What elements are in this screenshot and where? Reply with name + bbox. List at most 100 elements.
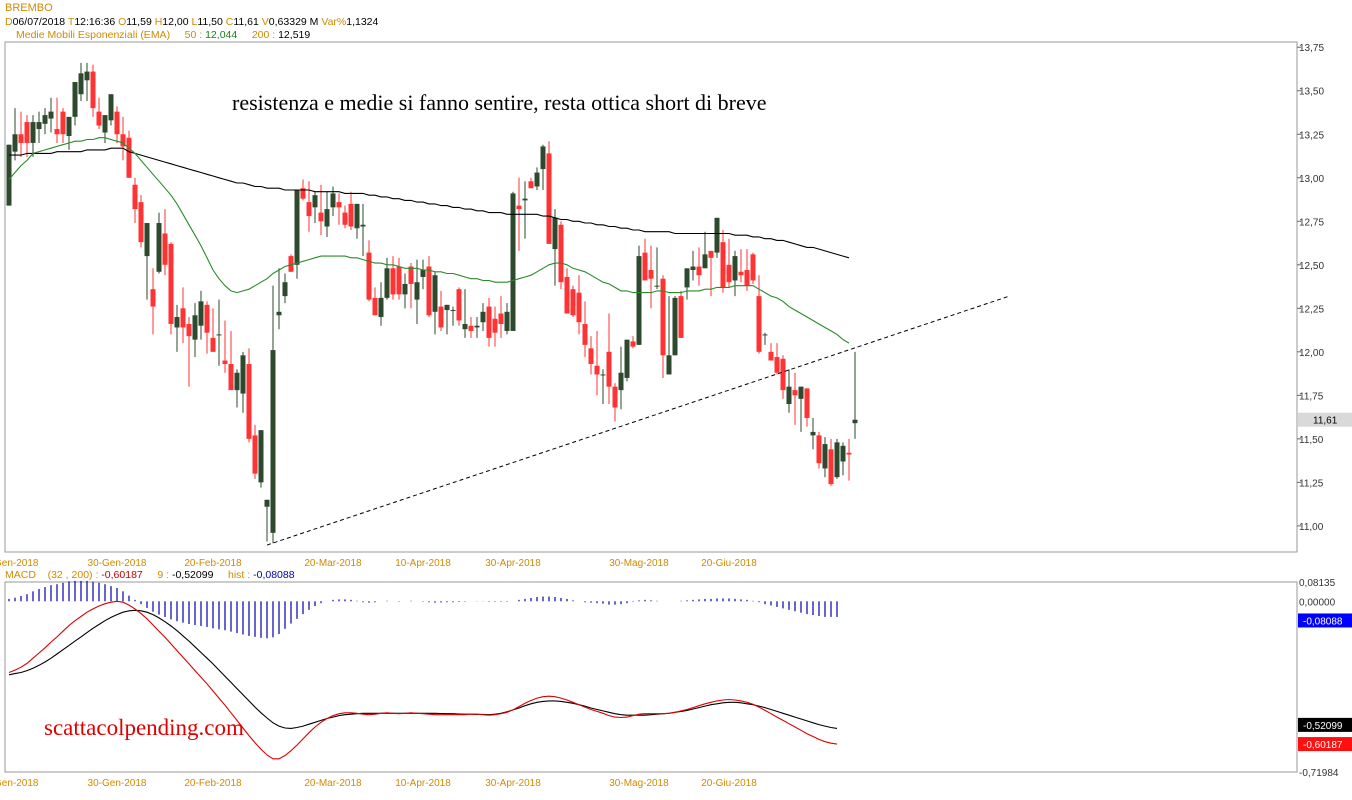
candle-body [324,209,330,227]
candle-body [180,308,186,328]
candle-body [174,317,180,328]
candle-body [30,122,36,143]
candle-body [594,365,600,375]
candle-body [378,297,384,318]
ohlc-header: D06/07/2018 T12:16:36 O11,59 H12,00 L11,… [5,16,378,28]
macd-line [8,600,838,760]
candle-body [504,311,510,331]
candle-body [246,364,252,439]
candle-body [186,323,192,337]
candle-body [648,270,654,279]
candle-body [36,122,42,130]
macd-y-tick-label: 0,00000 [1299,597,1336,608]
macd-value: -0,60187 [101,569,143,581]
candle-body [522,198,528,201]
candle-body [18,134,24,143]
candle-body [738,271,744,276]
candle-body [138,202,144,243]
candle-body [282,282,288,297]
candle-body [6,144,12,206]
candle-body [678,296,684,338]
candle-body [222,360,228,365]
candle-body [204,304,210,333]
candle-body [852,419,858,424]
var-value: 1,1324 [346,16,379,28]
date-value: 06/07/2018 [12,16,66,28]
macd-header: MACD (32 , 200) : -0,60187 9 : -0,52099 … [5,569,295,581]
price-x-tick-label: 30-Gen-2018 [88,558,147,569]
candle-body [546,153,552,244]
candle-body [624,339,630,378]
candle-body [618,372,624,391]
candle-body [834,442,840,478]
candle-body [240,355,246,394]
ema200-line [9,147,850,259]
signal-key: 9 : [157,569,170,581]
candle-body [534,172,540,187]
price-x-tick-label: 30-Apr-2018 [485,558,541,569]
candle-body [564,276,570,314]
candle-body [234,372,240,391]
brand-watermark: scattacolpending.com [44,715,244,740]
candle-body [816,435,822,464]
candle-body [366,252,372,300]
candle-body [348,203,354,227]
candle-body [210,337,216,352]
price-x-tick-label: 30-Mag-2018 [609,558,669,569]
var-key: Var% [321,16,347,28]
candle-body [450,310,456,312]
macd-x-tick-label: 30-Mag-2018 [609,778,669,789]
candle-body [384,268,390,298]
candle-body [396,266,402,295]
candle-body [720,242,726,288]
support-trendline [266,295,1010,546]
candle-body [750,254,756,281]
volume-value: 0,63329 M [268,16,319,28]
candle-body [270,350,276,533]
candle-body [330,193,336,208]
price-x-tick-label: 20-Giu-2018 [701,558,757,569]
candle-body [600,374,606,376]
candle-body [24,122,30,143]
candle-body [120,134,126,147]
price-y-tick-label: 13,75 [1299,43,1324,54]
candle-body [666,355,672,375]
price-y-tick-label: 13,25 [1299,130,1324,141]
candle-body [354,203,360,229]
candle-body [276,311,282,316]
candle-body [312,195,318,208]
candle-body [696,266,702,276]
candle-body [228,364,234,391]
candle-body [144,223,150,257]
candle-body [402,283,408,295]
candle-body [792,390,798,396]
candle-body [636,256,642,345]
candle-body [108,94,114,121]
macd-x-tick-label: 10-Apr-2018 [395,778,451,789]
candle-body [462,323,468,330]
macd-panel-frame [4,581,1298,773]
candle-body [474,325,480,328]
low-key: L [191,16,198,28]
candle-body [684,268,690,288]
macd-x-tick-label: 20-Feb-2018 [184,778,242,789]
candle-body [252,435,258,474]
candle-body [408,266,414,284]
candle-body [390,268,396,295]
macd-y-tick-label: 0,08135 [1299,578,1336,589]
last-price-tag-label: 11,61 [1313,416,1338,427]
candle-body [360,224,366,227]
candle-body [42,115,48,124]
candle-body [726,264,732,283]
candle-body [540,146,546,170]
time-key: T [67,16,75,28]
ema-header: Medie Mobili Esponenziali (EMA) 50 : 12,… [16,29,310,41]
candle-body [510,193,516,331]
candle-body [822,444,828,469]
price-y-tick-label: 11,00 [1299,522,1324,533]
candle-body [420,270,426,277]
candle-body [78,73,84,95]
candle-body [606,351,612,387]
candle-body [426,266,432,316]
